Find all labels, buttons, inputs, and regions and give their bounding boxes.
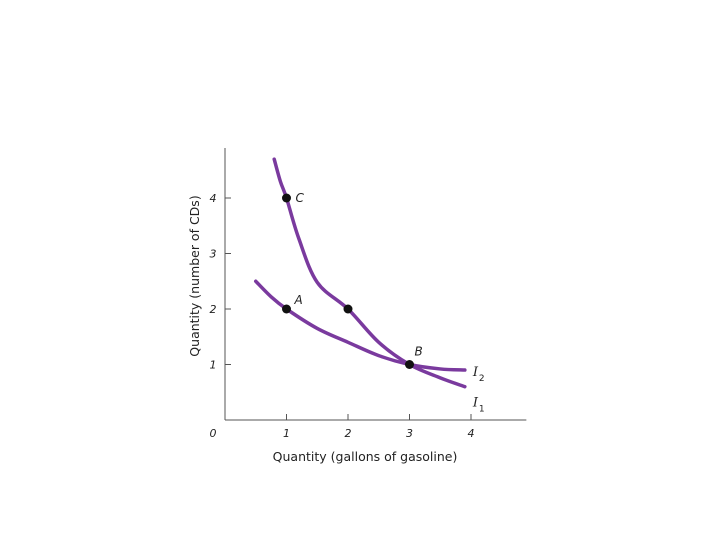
curve-label-sub-i2: 2 <box>479 374 485 384</box>
point-unlabeled <box>343 304 353 314</box>
point-c <box>282 193 291 203</box>
x-tick-label: 3 <box>406 427 413 440</box>
point-label-c: C <box>296 191 305 205</box>
point-a <box>282 304 291 314</box>
y-tick-label: 4 <box>210 192 217 205</box>
point-b <box>405 360 414 369</box>
x-tick-label: 4 <box>468 427 475 440</box>
y-tick-label: 2 <box>210 303 217 316</box>
points-layer: A C B <box>282 191 423 369</box>
x-tick-label: 2 <box>345 427 352 440</box>
curve-label-sub-i1: 1 <box>479 405 485 415</box>
ticks-layer: 1 2 3 4 1 2 3 4 <box>210 192 475 440</box>
curve-label-i2: I <box>472 365 479 380</box>
indifference-curve-i2 <box>254 279 467 372</box>
x-tick-label: 1 <box>283 427 290 440</box>
curve-label-i1: I <box>472 396 479 411</box>
point-label-a: A <box>294 293 303 307</box>
x-axis-title: Quantity (gallons of gasoline) <box>273 449 458 464</box>
y-tick-label: 1 <box>210 359 217 372</box>
y-axis-title: Quantity (number of CDs) <box>187 195 202 356</box>
indifference-curve-i1 <box>272 157 467 389</box>
y-tick-label: 3 <box>210 248 217 261</box>
curves-layer: I 1I 2 <box>254 157 485 415</box>
point-label-b: B <box>415 345 423 359</box>
origin-label: 0 <box>210 427 217 440</box>
